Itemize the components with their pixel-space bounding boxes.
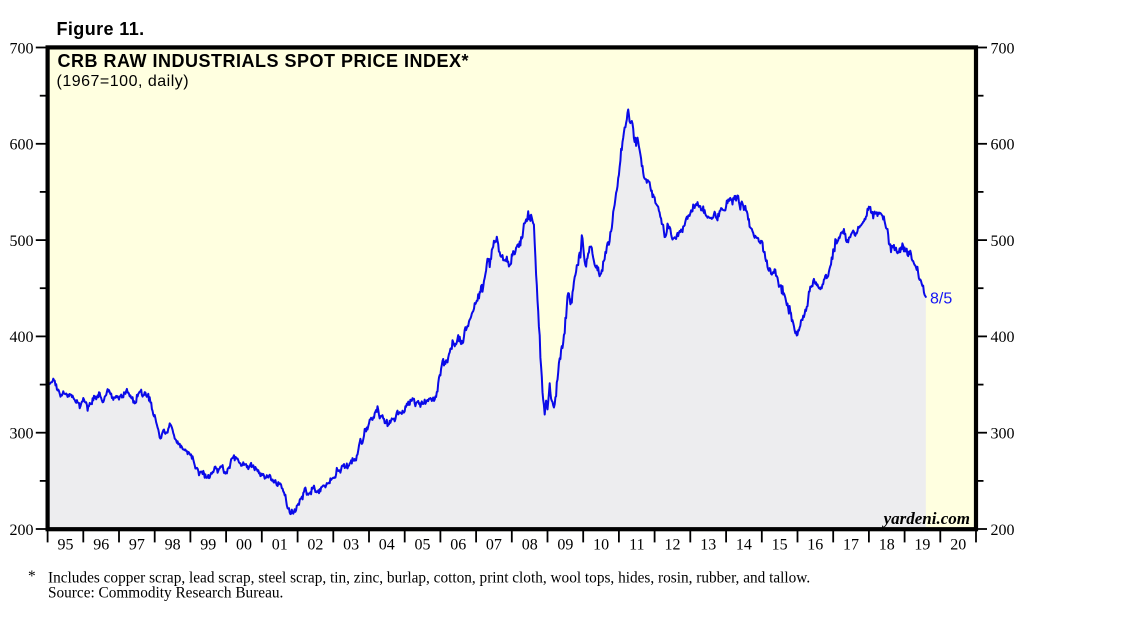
svg-text:07: 07: [486, 537, 502, 554]
svg-text:300: 300: [991, 426, 1015, 443]
svg-text:15: 15: [772, 537, 788, 554]
svg-text:13: 13: [700, 537, 716, 554]
svg-text:400: 400: [991, 329, 1015, 346]
svg-text:08: 08: [522, 537, 538, 554]
svg-text:300: 300: [10, 426, 34, 443]
svg-text:*: *: [28, 568, 36, 585]
svg-text:200: 200: [991, 522, 1015, 539]
svg-text:200: 200: [10, 522, 34, 539]
svg-text:04: 04: [379, 537, 395, 554]
svg-text:700: 700: [991, 40, 1015, 57]
svg-text:98: 98: [165, 537, 181, 554]
svg-text:600: 600: [991, 137, 1015, 154]
svg-text:10: 10: [593, 537, 609, 554]
svg-text:400: 400: [10, 329, 34, 346]
svg-text:16: 16: [807, 537, 823, 554]
svg-text:12: 12: [665, 537, 681, 554]
svg-text:700: 700: [10, 40, 34, 57]
svg-text:20: 20: [950, 537, 966, 554]
svg-text:8/5: 8/5: [930, 291, 952, 308]
svg-text:05: 05: [415, 537, 431, 554]
svg-text:17: 17: [843, 537, 859, 554]
svg-text:18: 18: [879, 537, 895, 554]
svg-text:14: 14: [736, 537, 752, 554]
svg-text:99: 99: [200, 537, 216, 554]
svg-text:(1967=100, daily): (1967=100, daily): [57, 73, 190, 90]
svg-text:06: 06: [450, 537, 466, 554]
svg-text:500: 500: [10, 233, 34, 250]
svg-text:11: 11: [629, 537, 644, 554]
svg-text:01: 01: [272, 537, 288, 554]
svg-text:19: 19: [914, 537, 930, 554]
svg-text:03: 03: [343, 537, 359, 554]
svg-text:CRB RAW INDUSTRIALS SPOT PRICE: CRB RAW INDUSTRIALS SPOT PRICE INDEX*: [58, 51, 470, 71]
svg-text:02: 02: [307, 537, 323, 554]
svg-text:Source: Commodity Research Bur: Source: Commodity Research Bureau.: [48, 585, 283, 602]
svg-text:09: 09: [557, 537, 573, 554]
svg-text:95: 95: [58, 537, 74, 554]
svg-text:00: 00: [236, 537, 252, 554]
svg-text:97: 97: [129, 537, 145, 554]
svg-text:Includes copper scrap, lead sc: Includes copper scrap, lead scrap, steel…: [48, 569, 810, 586]
svg-text:500: 500: [991, 233, 1015, 250]
svg-text:Figure 11.: Figure 11.: [57, 19, 145, 39]
svg-text:yardeni.com: yardeni.com: [882, 509, 970, 528]
svg-text:96: 96: [93, 537, 109, 554]
svg-text:600: 600: [10, 137, 34, 154]
